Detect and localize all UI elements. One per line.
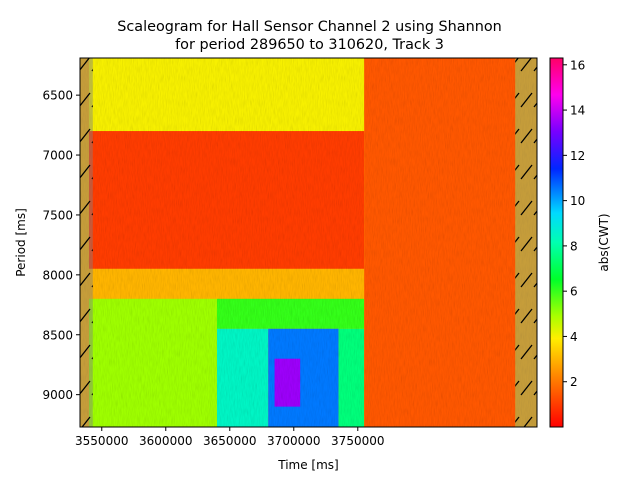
x-axis: 3550000 3600000 3650000 3700000 3750000 [75, 427, 385, 448]
x-tick-label: 3650000 [203, 434, 256, 448]
cone-of-influence [80, 58, 537, 427]
colorbar: 2 4 6 8 10 12 14 16 abs(CWT) [549, 57, 611, 428]
y-tick-label: 7500 [42, 208, 73, 222]
x-tick-label: 3600000 [139, 434, 192, 448]
plot-frame [79, 57, 538, 428]
heatmap-layer [80, 58, 537, 427]
colorbar-tick-label: 6 [570, 285, 578, 299]
y-axis-label: Period [ms] [14, 208, 28, 277]
heatmap-region-1 [88, 131, 365, 269]
x-axis-label: Time [ms] [277, 458, 339, 472]
colorbar-ticks: 2 4 6 8 10 12 14 16 [563, 58, 585, 389]
colorbar-tick-label: 10 [570, 194, 585, 208]
chart-title-line-2: for period 289650 to 310620, Track 3 [175, 37, 444, 53]
colorbar-tick-label: 12 [570, 149, 585, 163]
heatmap-region-8 [338, 328, 365, 427]
colorbar-tick-label: 2 [570, 375, 578, 389]
heatmap-region-9 [364, 58, 516, 427]
heatmap-region-3 [88, 298, 217, 427]
y-tick-label: 7000 [42, 149, 73, 163]
x-tick-label: 3750000 [331, 434, 384, 448]
y-tick-label: 6500 [42, 89, 73, 103]
x-tick-label: 3550000 [75, 434, 128, 448]
heatmap-region-7 [274, 358, 301, 407]
y-tick-label: 9000 [42, 388, 73, 402]
y-tick-label: 8000 [42, 268, 73, 282]
heatmap-region-0 [88, 58, 365, 132]
heatmap-region-5 [216, 328, 269, 427]
y-tick-label: 8500 [42, 328, 73, 342]
coi-left-hatch [80, 58, 93, 427]
colorbar-tick-label: 16 [570, 58, 585, 72]
heatmap-region-2 [88, 268, 365, 299]
colorbar-tick-label: 4 [570, 330, 578, 344]
y-axis: 6500 7000 7500 8000 8500 9000 [42, 89, 80, 402]
heatmap-region-4 [216, 298, 365, 329]
colorbar-tick-label: 8 [570, 239, 578, 253]
colorbar-scale [549, 57, 564, 428]
chart-title-line-1: Scaleogram for Hall Sensor Channel 2 usi… [117, 19, 502, 35]
colorbar-label: abs(CWT) [597, 213, 611, 271]
plot-area [79, 57, 538, 428]
x-tick-label: 3700000 [267, 434, 320, 448]
colorbar-tick-label: 14 [570, 104, 585, 118]
coi-right-hatch [515, 58, 537, 427]
